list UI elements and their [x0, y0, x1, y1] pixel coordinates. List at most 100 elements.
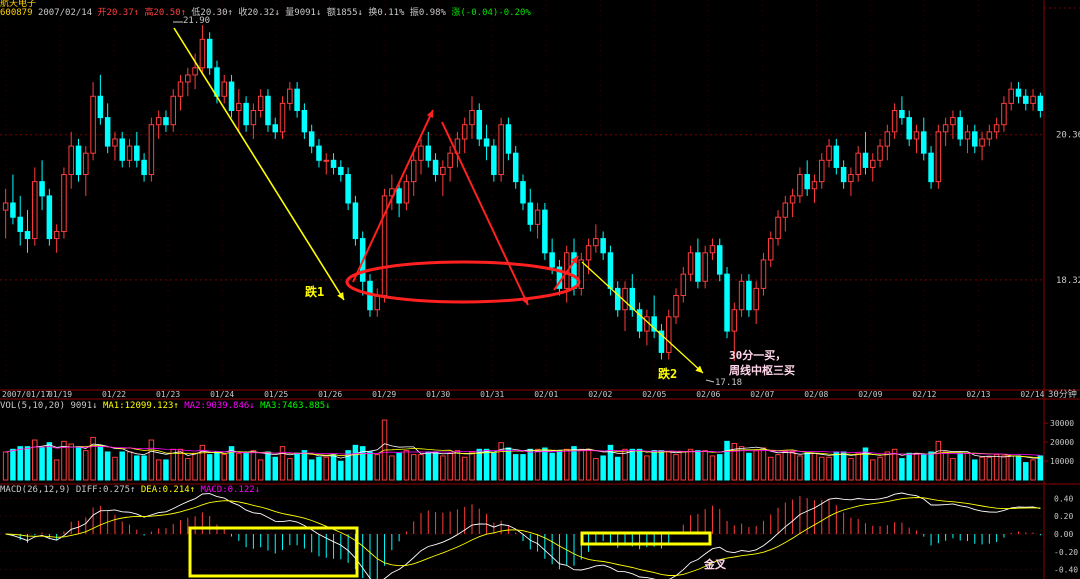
- candle-body: [374, 295, 381, 311]
- candle-body: [826, 145, 832, 161]
- candle-body: [323, 159, 330, 162]
- volume-bar: [141, 455, 147, 481]
- candle-body: [68, 145, 74, 176]
- date-tick-label: 01/30: [426, 390, 450, 399]
- macd-tick-label: 0.40: [1054, 494, 1073, 503]
- high-value: 高20.50: [144, 8, 181, 18]
- candle-body: [753, 287, 759, 311]
- candle-body: [141, 159, 147, 176]
- candle-body: [593, 238, 599, 247]
- macd-tick-label: -0.40: [1054, 566, 1078, 575]
- candle-body: [469, 110, 475, 126]
- candle-body: [578, 259, 585, 289]
- volume-bar: [593, 458, 599, 481]
- volume-bar: [731, 442, 738, 481]
- candle-body: [75, 145, 82, 176]
- candle-body: [767, 238, 774, 261]
- volume-bar: [418, 454, 424, 481]
- date-tick-label: 01/31: [480, 390, 504, 399]
- period-label: 30分钟: [1048, 390, 1077, 400]
- price-header: 600879 2007/02/14 开20.37↑ 高20.50↑ 低20.30…: [0, 8, 531, 18]
- macd-header: MACD(26,12,9) DIFF:0.275↑ DEA:0.214↑ MAC…: [0, 485, 261, 495]
- volume-bar: [636, 448, 643, 481]
- rise-red-arrow-head: [426, 110, 434, 118]
- volume-bar: [811, 452, 818, 481]
- volume-bar: [753, 450, 759, 481]
- candle-body: [396, 188, 402, 204]
- high-marker-label: 21.90: [183, 16, 211, 26]
- volume-bar: [716, 454, 723, 481]
- candle-body: [702, 252, 708, 282]
- candle-body: [629, 287, 636, 311]
- volume-bar: [61, 440, 67, 481]
- candle-body: [840, 166, 847, 183]
- candle-body: [192, 67, 198, 76]
- vol-ma3-line: [5, 446, 1041, 456]
- volume-bar: [425, 451, 432, 481]
- volume-bar: [90, 436, 96, 481]
- volume-bar: [906, 452, 912, 481]
- macd-divergence-box-1: [188, 526, 359, 578]
- volume-bar: [97, 444, 104, 481]
- volume-bar: [921, 454, 927, 481]
- volume-bar: [695, 450, 701, 481]
- volume-bar: [724, 440, 730, 481]
- candle-body: [833, 145, 840, 168]
- candle-body: [46, 195, 53, 240]
- stock-name: 航天电子: [0, 0, 37, 9]
- candle-body: [83, 152, 89, 176]
- macd-divergence-box-2: [580, 531, 712, 546]
- candle-body: [695, 252, 701, 282]
- volume-bar: [410, 454, 417, 481]
- candle-body: [1030, 95, 1036, 104]
- candle-body: [512, 152, 519, 183]
- candle-body: [163, 117, 169, 126]
- date-tick-label: 02/01: [534, 390, 558, 399]
- volume-bar: [2, 451, 9, 481]
- volume-bar: [738, 446, 745, 481]
- volume-bar: [112, 456, 118, 481]
- candle-body: [585, 245, 592, 261]
- candle-body: [61, 174, 67, 232]
- candle-body: [534, 209, 541, 225]
- volume-bar: [24, 446, 31, 481]
- volume-bar: [498, 442, 504, 481]
- volume-bar: [797, 455, 803, 481]
- candle-body: [272, 124, 279, 133]
- volume-bar: [177, 448, 184, 481]
- candle-body: [804, 174, 810, 190]
- candle-body: [119, 138, 125, 161]
- amplitude-value: 振0.98%: [409, 8, 446, 18]
- candle-body: [658, 330, 665, 353]
- volume-bar: [505, 447, 512, 481]
- volume-bar: [75, 446, 82, 481]
- volume-bar: [257, 459, 264, 481]
- volume-bar: [964, 452, 971, 481]
- candle-body: [520, 181, 526, 204]
- volume-bar: [301, 450, 308, 481]
- candle-body: [308, 131, 315, 147]
- fall2-label: 跌2: [658, 367, 678, 381]
- volume-bar: [957, 452, 963, 481]
- candle-body: [104, 117, 111, 147]
- volume-bar: [287, 458, 293, 481]
- volume-bar: [746, 452, 752, 481]
- candle-body: [330, 159, 337, 168]
- candle-body: [1037, 95, 1044, 112]
- volume-bar: [950, 458, 956, 481]
- volume-bar: [199, 444, 206, 481]
- volume-bar: [17, 446, 23, 481]
- volume-bar: [993, 454, 1000, 481]
- candle-body: [622, 287, 628, 311]
- macd-dea: DEA:0.214: [140, 485, 190, 495]
- candle-body: [942, 124, 949, 133]
- candle-body: [1015, 88, 1022, 97]
- volume-bar: [1008, 455, 1014, 481]
- volume-bar: [155, 459, 162, 481]
- candle-body: [410, 159, 417, 183]
- candle-body: [112, 138, 118, 147]
- candle-body: [789, 195, 796, 204]
- volume-bar: [359, 446, 366, 481]
- candle-body: [32, 181, 38, 240]
- candle-body: [498, 124, 504, 176]
